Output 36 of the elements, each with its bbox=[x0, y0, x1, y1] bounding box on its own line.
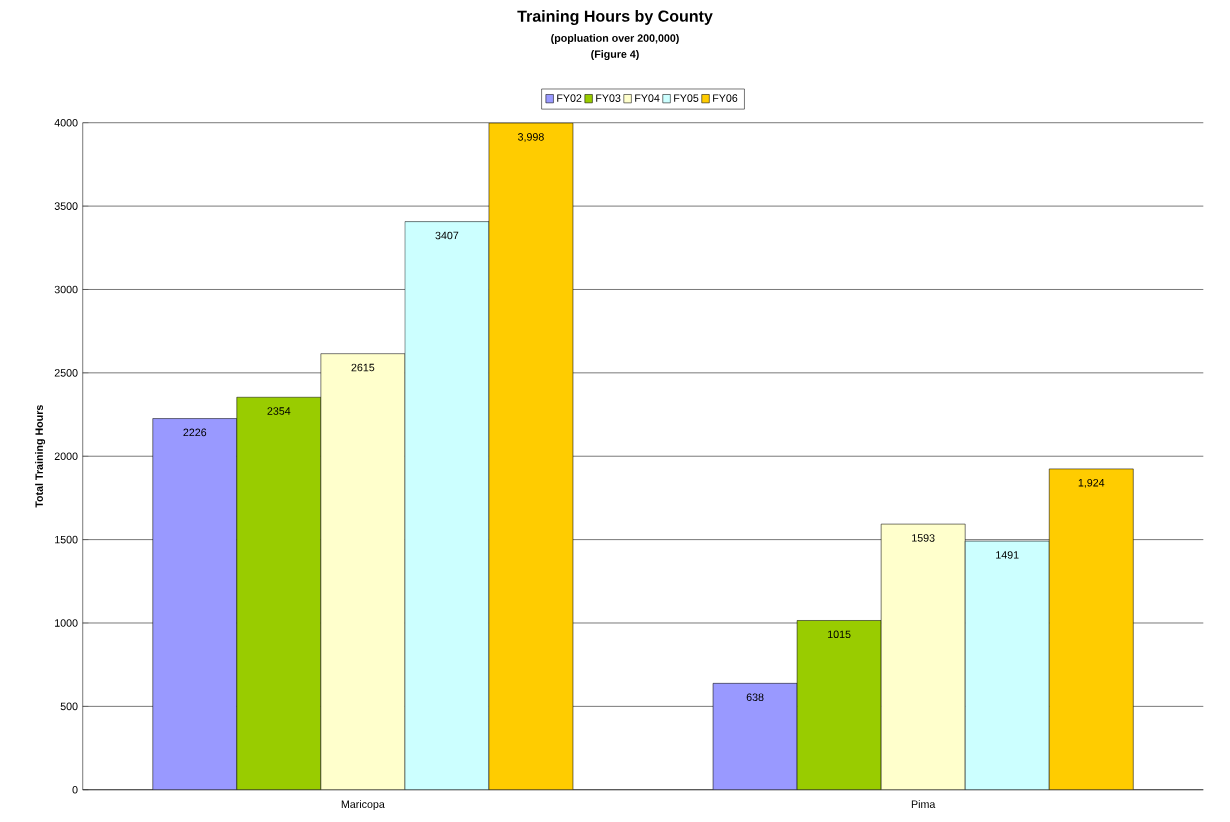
data-label: 2354 bbox=[267, 407, 291, 415]
data-label: 2615 bbox=[351, 363, 375, 372]
bar bbox=[880, 523, 966, 790]
bar bbox=[488, 122, 574, 790]
legend-label: FY05 bbox=[674, 94, 699, 102]
data-label: 1,924 bbox=[1078, 479, 1105, 488]
legend-label: FY06 bbox=[713, 94, 738, 102]
x-tick-label: Pima bbox=[911, 800, 936, 809]
data-label: 638 bbox=[746, 693, 764, 702]
y-tick-label: 3000 bbox=[54, 285, 78, 294]
data-label: 1015 bbox=[828, 630, 851, 639]
legend-label: FY02 bbox=[557, 94, 582, 102]
data-label: 1491 bbox=[996, 551, 1019, 559]
y-tick-label: 500 bbox=[60, 702, 78, 711]
data-label: 1593 bbox=[912, 534, 935, 542]
data-label: 3407 bbox=[435, 231, 459, 240]
bar bbox=[320, 353, 406, 790]
bar bbox=[712, 683, 798, 790]
bar bbox=[152, 418, 238, 790]
y-tick-label: 2000 bbox=[54, 452, 78, 461]
data-label: 2226 bbox=[183, 428, 207, 437]
y-axis-title: Total Training Hours bbox=[35, 405, 46, 508]
chart-title: Training Hours by County bbox=[517, 10, 713, 26]
bar bbox=[1048, 468, 1134, 790]
y-tick-label: 1500 bbox=[55, 535, 78, 544]
text: (Figure 4) bbox=[591, 50, 639, 61]
y-tick-label: 2500 bbox=[54, 369, 78, 377]
legend-label: FY03 bbox=[596, 94, 621, 102]
y-tick-label: 1000 bbox=[55, 619, 78, 627]
data-label: 3,998 bbox=[518, 133, 544, 143]
y-tick-label: 0 bbox=[72, 786, 78, 794]
y-tick-label: 4000 bbox=[54, 119, 78, 127]
y-tick-label: 3500 bbox=[54, 202, 78, 210]
x-tick-label: Maricopa bbox=[341, 800, 385, 811]
chart-subtitle: (popluation over 200,000) bbox=[551, 34, 679, 45]
legend-label: FY04 bbox=[635, 94, 660, 102]
